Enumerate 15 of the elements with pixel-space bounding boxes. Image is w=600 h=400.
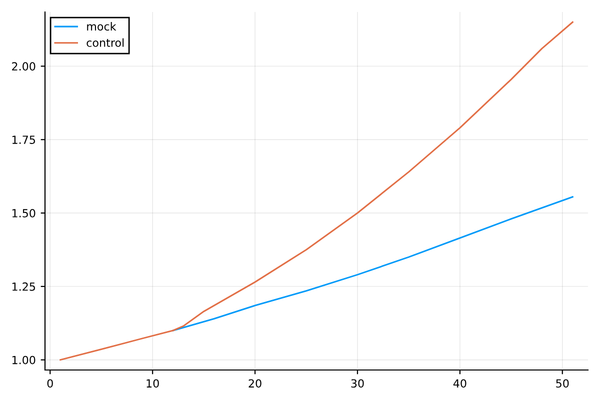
- x-tick-label: 0: [47, 379, 53, 388]
- x-tick-label: 20: [248, 379, 262, 388]
- legend-label: control: [86, 38, 124, 47]
- y-tick-label: 1.75: [12, 136, 35, 144]
- x-tick-label: 10: [146, 379, 159, 388]
- x-tick-label: 30: [351, 379, 364, 388]
- y-tick-label: 1.25: [12, 282, 35, 291]
- y-tick-label: 1.50: [12, 209, 36, 218]
- line-series: [60, 21, 574, 361]
- y-tick-label: 2.00: [12, 62, 36, 71]
- x-tick-label: 40: [453, 379, 466, 388]
- x-tick-label: 50: [556, 379, 569, 388]
- line-series: [172, 196, 574, 332]
- y-tick-label: 1.00: [12, 356, 36, 364]
- legend-label: mock: [87, 22, 116, 31]
